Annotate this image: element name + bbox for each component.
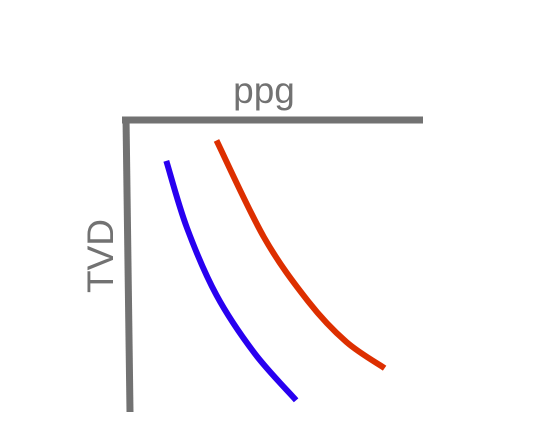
series-line-1 — [163, 160, 299, 403]
y-axis-line — [122, 116, 134, 413]
y-axis-label: TVD — [80, 219, 121, 293]
series-layer — [163, 139, 387, 403]
series-line-2 — [213, 139, 387, 371]
x-axis-label: ppg — [233, 70, 295, 111]
